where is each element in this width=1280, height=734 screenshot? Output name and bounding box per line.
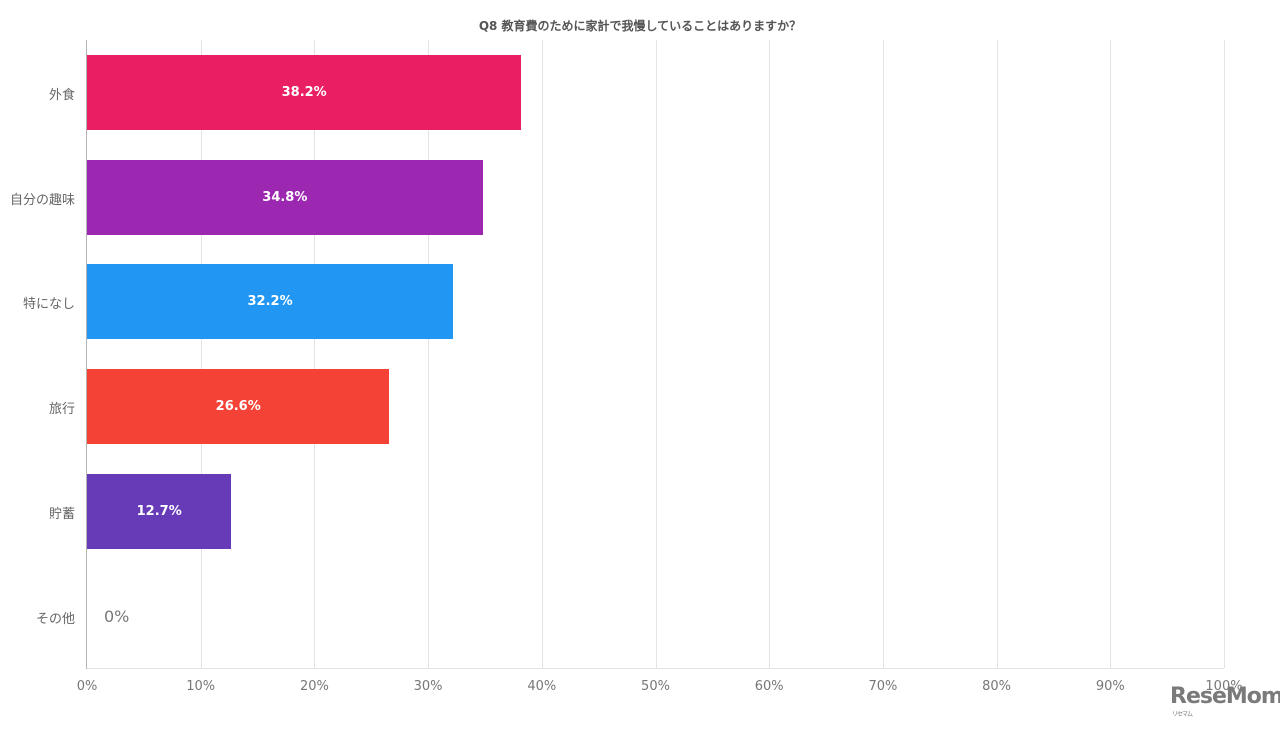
bar: 38.2% bbox=[87, 55, 522, 130]
bar-value-label: 34.8% bbox=[262, 189, 308, 205]
bar: 12.7% bbox=[87, 473, 232, 549]
bar-value-label: 38.2% bbox=[281, 85, 327, 100]
bar-value-label: 26.6% bbox=[215, 399, 261, 415]
plot-area: 38.2% 34.8% 32.2% 26.6% 12.7% 0% bbox=[87, 40, 1225, 668]
x-axis-line bbox=[87, 668, 1224, 669]
y-axis-line bbox=[86, 40, 87, 669]
resemom-logo: ReseMom リセマム bbox=[1170, 684, 1280, 734]
x-tick-label: 20% bbox=[299, 679, 329, 694]
gridline bbox=[314, 40, 316, 668]
bar: 26.6% bbox=[87, 369, 390, 445]
category-label: 貯蓄 bbox=[48, 506, 75, 522]
gridline bbox=[1110, 40, 1112, 668]
x-tick-label: 90% bbox=[1095, 679, 1125, 694]
x-tick-label: 70% bbox=[868, 679, 898, 694]
logo-text: ReseMom bbox=[1170, 684, 1280, 709]
bar: 34.8% bbox=[87, 159, 483, 235]
x-tick-label: 50% bbox=[641, 679, 670, 694]
chart-title: Q8 教育費のために家計で我慢していることはありますか？ bbox=[478, 19, 802, 33]
x-tick-label: 100% bbox=[1205, 679, 1243, 694]
bar-value-label: 12.7% bbox=[136, 503, 182, 519]
bar-value-label: 32.2% bbox=[247, 294, 293, 310]
gridline bbox=[541, 40, 543, 668]
bar-value-label: 0% bbox=[104, 606, 130, 626]
bar: 32.2% bbox=[87, 264, 454, 340]
category-label: 外食 bbox=[48, 88, 75, 103]
gridline bbox=[200, 40, 202, 668]
x-tick-label: 40% bbox=[527, 679, 557, 694]
gridline bbox=[769, 40, 771, 668]
category-label: 特になし bbox=[22, 297, 75, 313]
logo-subtext: リセマム bbox=[1172, 711, 1193, 718]
x-tick-label: 80% bbox=[982, 679, 1012, 694]
x-tick-label: 30% bbox=[413, 679, 443, 694]
x-tick-label: 10% bbox=[186, 679, 216, 694]
x-tick-label: 0% bbox=[76, 679, 98, 694]
x-tick-label: 60% bbox=[754, 679, 784, 694]
gridline bbox=[996, 40, 998, 668]
category-label: その他 bbox=[35, 611, 75, 627]
category-label: 自分の趣味 bbox=[9, 192, 75, 208]
gridline bbox=[882, 40, 884, 668]
gridline bbox=[655, 40, 657, 668]
category-label: 旅行 bbox=[48, 402, 75, 418]
gridline bbox=[1224, 40, 1225, 668]
gridline bbox=[428, 40, 430, 668]
